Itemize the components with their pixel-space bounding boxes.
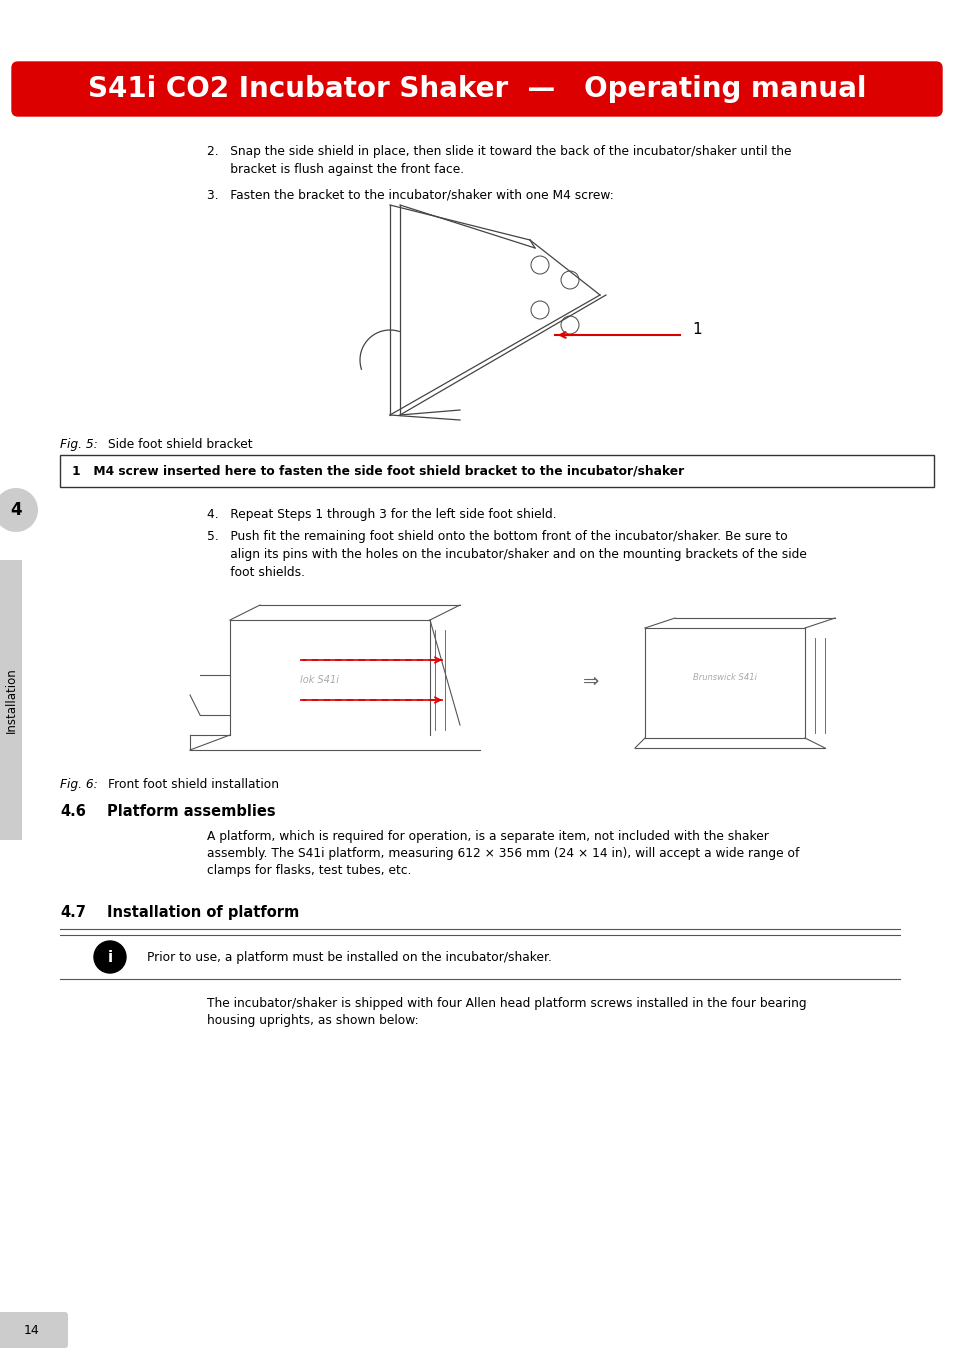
Text: Platform assemblies: Platform assemblies [107, 805, 275, 819]
Text: 3.   Fasten the bracket to the incubator/shaker with one M4 screw:: 3. Fasten the bracket to the incubator/s… [207, 189, 613, 202]
Text: Side foot shield bracket: Side foot shield bracket [108, 437, 253, 451]
Text: S41i CO2 Incubator Shaker  —   Operating manual: S41i CO2 Incubator Shaker — Operating ma… [88, 76, 865, 103]
Text: 1: 1 [691, 321, 700, 336]
Text: clamps for flasks, test tubes, etc.: clamps for flasks, test tubes, etc. [207, 864, 411, 878]
Text: assembly. The S41i platform, measuring 612 × 356 mm (24 × 14 in), will accept a : assembly. The S41i platform, measuring 6… [207, 846, 799, 860]
Text: bracket is flush against the front face.: bracket is flush against the front face. [207, 163, 464, 176]
Text: 14: 14 [24, 1323, 40, 1336]
Bar [0, 560, 22, 840]
Text: Front foot shield installation: Front foot shield installation [108, 778, 278, 791]
Text: $\Rightarrow$: $\Rightarrow$ [578, 671, 600, 690]
Text: 5.   Push fit the remaining foot shield onto the bottom front of the incubator/s: 5. Push fit the remaining foot shield on… [207, 531, 787, 543]
FancyBboxPatch shape [0, 1312, 68, 1349]
Text: Prior to use, a platform must be installed on the incubator/shaker.: Prior to use, a platform must be install… [147, 950, 551, 964]
Text: Brunswick S41i: Brunswick S41i [692, 674, 757, 683]
FancyBboxPatch shape [12, 62, 941, 116]
Text: 4.   Repeat Steps 1 through 3 for the left side foot shield.: 4. Repeat Steps 1 through 3 for the left… [207, 508, 556, 521]
Text: 4.6: 4.6 [60, 805, 86, 819]
Text: Installation: Installation [5, 667, 17, 733]
Text: Installation of platform: Installation of platform [107, 904, 299, 919]
Text: Fig. 5:: Fig. 5: [60, 437, 97, 451]
Text: 4: 4 [10, 501, 22, 518]
Circle shape [0, 487, 38, 532]
Bar [60, 455, 933, 487]
Text: 2.   Snap the side shield in place, then slide it toward the back of the incubat: 2. Snap the side shield in place, then s… [207, 144, 791, 158]
Text: housing uprights, as shown below:: housing uprights, as shown below: [207, 1014, 418, 1027]
Text: Fig. 6:: Fig. 6: [60, 778, 97, 791]
Text: lok S41i: lok S41i [300, 675, 339, 684]
Text: 4.7: 4.7 [60, 904, 86, 919]
Circle shape [94, 941, 126, 973]
Text: i: i [108, 949, 112, 964]
Text: 1   M4 screw inserted here to fasten the side foot shield bracket to the incubat: 1 M4 screw inserted here to fasten the s… [71, 464, 683, 478]
Text: A platform, which is required for operation, is a separate item, not included wi: A platform, which is required for operat… [207, 830, 768, 842]
Text: The incubator/shaker is shipped with four Allen head platform screws installed i: The incubator/shaker is shipped with fou… [207, 998, 806, 1010]
Text: foot shields.: foot shields. [207, 566, 305, 579]
Text: align its pins with the holes on the incubator/shaker and on the mounting bracke: align its pins with the holes on the inc… [207, 548, 806, 562]
